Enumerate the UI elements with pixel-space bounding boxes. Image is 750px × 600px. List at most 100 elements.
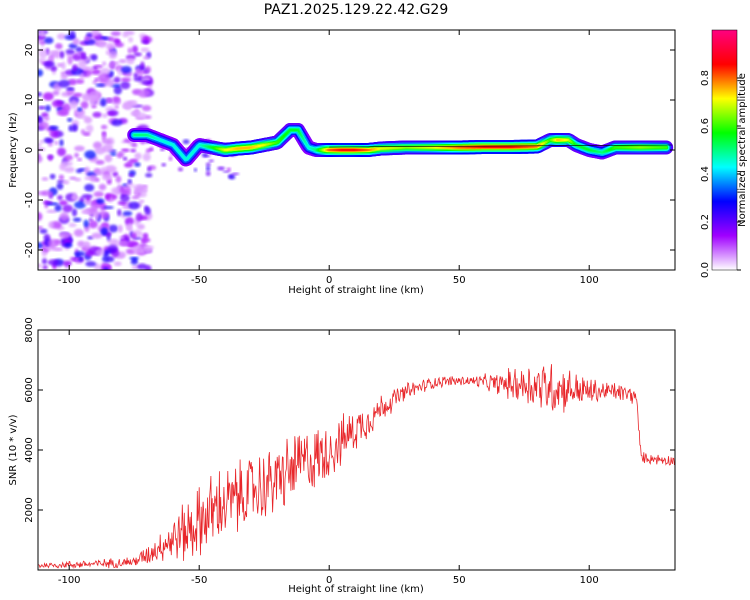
spectrogram-noise-blob <box>101 255 111 263</box>
spectrogram-noise-blob <box>217 166 225 171</box>
spectrogram-noise-blob <box>127 101 138 107</box>
spectrogram-noise-blob <box>84 35 91 42</box>
spectrogram-noise-blob <box>97 39 107 48</box>
spectrogram-noise-blob <box>130 148 137 153</box>
spectrogram-noise-blob <box>45 138 54 143</box>
spectrogram-noise-blob <box>56 182 64 190</box>
spectrogram-noise-blob <box>201 152 209 158</box>
spectrogram-noise-blob <box>52 90 60 96</box>
spectrogram-noise-blob <box>161 162 167 167</box>
spectrogram-noise-blob <box>41 177 49 181</box>
spectrogram-noise-blob <box>39 30 45 37</box>
spectrogram-noise-blob <box>205 165 211 172</box>
spectrogram-noise-blob <box>114 42 124 48</box>
spectrogram-noise-blob <box>56 62 64 67</box>
spectrogram-y-tick-label: 0 <box>24 147 35 153</box>
snr-y-tick-label: 8000 <box>24 317 35 342</box>
colorbar-gradient <box>711 29 738 271</box>
spectrogram-noise-blob <box>71 124 78 132</box>
spectrogram-noise-blob <box>90 54 98 61</box>
spectrogram-noise-blob <box>89 98 95 106</box>
spectrogram-noise-blob <box>112 171 119 177</box>
spectrogram-noise-blob <box>58 79 70 88</box>
spectrogram-noise-blob <box>101 113 108 118</box>
spectrogram-noise-blob <box>71 208 78 217</box>
spectrogram-noise-blob <box>60 75 68 79</box>
spectrogram-noise-blob <box>116 152 124 159</box>
spectrogram-noise-blob <box>38 155 43 163</box>
spectrogram-noise-blob <box>104 154 113 163</box>
spectrogram-noise-blob <box>92 111 102 118</box>
spectrogram-noise-blob <box>38 263 42 269</box>
snr-y-tick-label: 2000 <box>24 497 35 522</box>
spectrogram-noise-blob <box>94 77 99 82</box>
spectrogram-noise-blob <box>57 194 63 201</box>
snr-background <box>38 330 675 570</box>
spectrogram-noise-blob <box>107 244 118 252</box>
spectrogram-noise-blob <box>77 114 88 119</box>
spectrogram-noise-blob <box>113 76 121 84</box>
spectrogram-noise-blob <box>120 81 131 90</box>
spectrogram-noise-blob <box>101 132 107 142</box>
spectrogram-noise-blob <box>133 52 143 57</box>
spectrogram-x-tick-label: -100 <box>58 275 81 286</box>
spectrogram-x-tick-label: -50 <box>191 275 207 286</box>
spectrogram-noise-blob <box>65 49 75 55</box>
spectrogram-noise-blob <box>122 211 133 217</box>
spectrogram-noise-blob <box>39 139 44 144</box>
spectrogram-noise-blob <box>82 209 90 214</box>
spectrogram-noise-blob <box>38 69 44 77</box>
spectrogram-noise-blob <box>118 235 125 240</box>
spectrogram-noise-blob <box>136 186 145 193</box>
spectrogram-noise-blob <box>135 70 143 75</box>
spectrogram-noise-blob <box>228 174 236 180</box>
spectrogram-noise-blob <box>38 34 47 41</box>
spectrogram-noise-blob <box>182 139 190 145</box>
spectrogram-noise-blob <box>47 239 59 248</box>
spectrogram-noise-blob <box>231 172 240 176</box>
spectrogram-noise-blob <box>193 168 197 172</box>
spectrogram-noise-blob <box>79 72 85 81</box>
spectrogram-noise-blob <box>118 59 127 64</box>
colorbar-tick-label: 0.2 <box>700 214 711 230</box>
spectrogram-ridge-layer <box>127 123 674 167</box>
spectrogram-noise-blob <box>58 200 68 206</box>
spectrogram-noise-blob <box>90 202 99 212</box>
snr-x-tick-label: 0 <box>326 575 332 586</box>
spectrogram-noise-blob <box>62 179 70 185</box>
spectrogram-noise-blob <box>142 232 149 240</box>
spectrogram-noise-blob <box>46 209 58 214</box>
spectrogram-noise-blob <box>108 62 116 69</box>
spectrogram-noise-blob <box>82 132 91 137</box>
spectrogram-x-tick-label: 50 <box>453 275 466 286</box>
spectrogram-y-tick-label: 10 <box>24 94 35 107</box>
spectrogram-noise-blob <box>88 220 98 229</box>
spectrogram-noise-blob <box>127 160 133 166</box>
spectrogram-y-tick-label: -20 <box>24 242 35 258</box>
spectrogram-noise-blob <box>47 259 60 266</box>
spectrogram-noise-blob <box>59 232 70 240</box>
spectrogram-noise-blob <box>74 251 86 257</box>
spectrogram-noise-blob <box>59 50 65 59</box>
colorbar: 0.0 0.2 0.4 0.6 0.8 Normalized spectral ampl… <box>700 29 748 278</box>
spectrogram-noise-blob <box>143 56 150 60</box>
snr-panel: -100 -50 0 50 100 2000 4000 6000 8000 Height of… <box>8 317 676 595</box>
spectrogram-noise-blob <box>141 238 147 245</box>
spectrogram-noise-blob <box>168 156 173 161</box>
spectrogram-noise-blob <box>117 209 122 217</box>
spectrogram-noise-blob <box>105 193 111 201</box>
spectrogram-noise-blob <box>117 200 127 206</box>
spectrogram-x-tick-label: 0 <box>326 275 332 286</box>
spectrogram-noise-blob <box>122 156 128 161</box>
spectrogram-noise-blob <box>102 61 107 66</box>
spectrogram-noise-blob <box>69 100 78 109</box>
spectrogram-noise-blob <box>83 219 89 228</box>
spectrogram-noise-blob <box>58 174 65 181</box>
spectrogram-noise-blob <box>113 85 123 95</box>
spectrogram-noise-blob <box>72 92 83 98</box>
spectrogram-noise-blob <box>62 204 73 213</box>
spectrogram-x-ticks: -100 -50 0 50 100 <box>58 30 599 286</box>
spectrogram-noise-blob <box>61 160 73 167</box>
spectrogram-noise-blob <box>48 154 53 162</box>
spectrogram-noise-blob <box>56 179 65 184</box>
